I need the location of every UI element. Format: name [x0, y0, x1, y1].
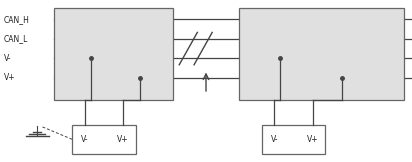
Text: CAN_H: CAN_H: [4, 15, 30, 24]
Text: V-: V-: [4, 54, 12, 63]
Text: CAN_L: CAN_L: [4, 34, 28, 43]
Bar: [239, 8, 404, 100]
Text: V+: V+: [307, 135, 318, 144]
Bar: [262, 125, 325, 154]
Text: V+: V+: [117, 135, 129, 144]
Bar: [72, 125, 136, 154]
Bar: [54, 8, 173, 100]
Text: V+: V+: [4, 73, 16, 82]
Text: V-: V-: [81, 135, 89, 144]
Text: V-: V-: [271, 135, 278, 144]
